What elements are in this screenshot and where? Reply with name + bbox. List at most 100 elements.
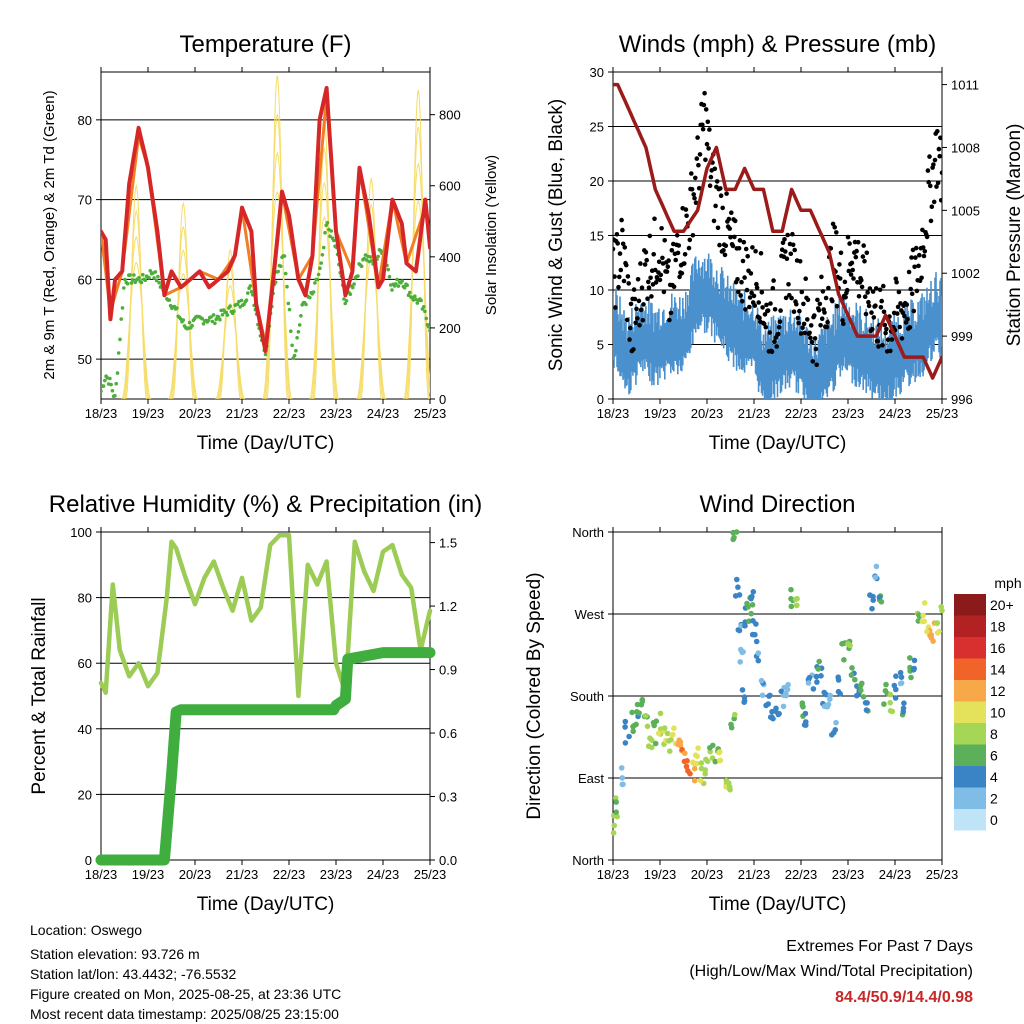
legend-label: 16 xyxy=(990,640,1006,656)
y-axis-label: Percent & Total Rainfall xyxy=(29,597,50,794)
direction-point xyxy=(892,695,899,701)
gust-point xyxy=(616,284,621,290)
solar-insolation-line xyxy=(215,302,246,399)
direction-point xyxy=(732,711,738,718)
direction-point xyxy=(920,612,926,619)
direction-point xyxy=(832,727,839,733)
direction-point xyxy=(702,767,709,773)
dewpoint-point xyxy=(101,389,103,393)
gust-point xyxy=(916,263,921,269)
direction-point xyxy=(639,696,646,703)
dewpoint-point xyxy=(101,384,106,388)
chart-title: Winds (mph) & Pressure (mb) xyxy=(619,31,936,58)
direction-point xyxy=(803,722,809,728)
gust-point xyxy=(644,257,649,263)
gust-point xyxy=(789,295,794,301)
gust-point xyxy=(652,216,657,222)
gust-point xyxy=(671,284,677,290)
dewpoint-point xyxy=(248,284,253,288)
dewpoint-point xyxy=(120,306,125,310)
direction-point xyxy=(755,657,762,664)
direction-point xyxy=(742,623,748,629)
dewpoint-point xyxy=(153,270,158,274)
gust-point xyxy=(920,245,926,250)
dewpoint-point xyxy=(405,283,410,288)
gust-point xyxy=(855,239,861,245)
x-tick-label: 19/23 xyxy=(132,867,165,882)
dewpoint-point xyxy=(413,294,417,299)
gust-point xyxy=(838,250,844,256)
gust-point xyxy=(919,275,924,281)
dewpoint-point xyxy=(235,302,240,307)
x-tick-label: 22/23 xyxy=(273,406,306,421)
gust-point xyxy=(758,251,764,256)
chart-title: Relative Humidity (%) & Precipitation (i… xyxy=(49,491,482,518)
x-tick-label: 23/23 xyxy=(320,406,353,421)
gust-point xyxy=(736,246,742,251)
gust-point xyxy=(867,286,873,291)
direction-point xyxy=(735,584,741,590)
direction-point xyxy=(887,699,893,706)
y-tick-label: 10 xyxy=(590,283,604,298)
gust-point xyxy=(764,302,769,308)
gust-point xyxy=(780,240,786,246)
direction-point xyxy=(849,665,855,671)
gust-point xyxy=(620,241,626,247)
x-tick-label: 18/23 xyxy=(85,867,118,882)
dewpoint-point xyxy=(323,230,327,235)
gust-point xyxy=(939,170,942,175)
gust-point xyxy=(622,245,628,250)
gust-point xyxy=(743,246,749,252)
solar-insolation-line xyxy=(403,199,430,399)
gust-point xyxy=(899,336,905,341)
y2-tick-label: 0 xyxy=(439,392,446,407)
direction-point xyxy=(712,758,719,765)
x-tick-label: 18/23 xyxy=(597,867,630,882)
gust-point xyxy=(763,325,769,330)
gust-point xyxy=(881,283,886,289)
gust-point xyxy=(712,166,718,172)
gust-point xyxy=(912,264,917,270)
x-tick-label: 21/23 xyxy=(738,406,771,421)
dewpoint-point xyxy=(187,320,192,325)
gust-point xyxy=(704,141,710,147)
direction-point xyxy=(852,676,858,683)
gust-point xyxy=(924,234,930,240)
dewpoint-point xyxy=(130,278,135,282)
direction-point xyxy=(755,650,762,656)
gust-point xyxy=(628,301,634,307)
y-tick-label: 70 xyxy=(78,193,92,208)
direction-point xyxy=(835,688,842,695)
direction-point xyxy=(730,529,736,536)
gust-point xyxy=(674,233,680,238)
precipitation-line xyxy=(95,647,436,866)
solar-insolation-line xyxy=(404,162,430,399)
direction-point xyxy=(839,641,845,647)
x-axis-label: Time (Day/UTC) xyxy=(197,433,335,454)
gust-point xyxy=(774,344,779,349)
gust-point xyxy=(937,153,942,159)
gust-point xyxy=(805,317,810,322)
dewpoint-point xyxy=(129,281,134,285)
gust-point xyxy=(847,241,852,246)
direction-point xyxy=(869,605,875,612)
dewpoint-point xyxy=(287,307,292,312)
x-tick-label: 19/23 xyxy=(132,406,165,421)
gust-point xyxy=(772,307,778,312)
direction-point xyxy=(619,775,625,781)
gust-point xyxy=(935,180,941,186)
gust-point xyxy=(659,226,664,231)
gust-point xyxy=(718,186,723,191)
direction-point xyxy=(893,673,899,679)
gust-point xyxy=(801,301,806,307)
gust-point xyxy=(854,248,859,254)
solar-insolation-line xyxy=(219,248,242,399)
direction-point xyxy=(727,787,733,793)
direction-point xyxy=(622,724,628,730)
direction-point xyxy=(741,699,747,705)
gust-point xyxy=(727,226,732,231)
dewpoint-point xyxy=(400,279,405,283)
dewpoint-point xyxy=(118,337,122,342)
dewpoint-point xyxy=(201,322,206,326)
gust-point xyxy=(902,313,907,319)
